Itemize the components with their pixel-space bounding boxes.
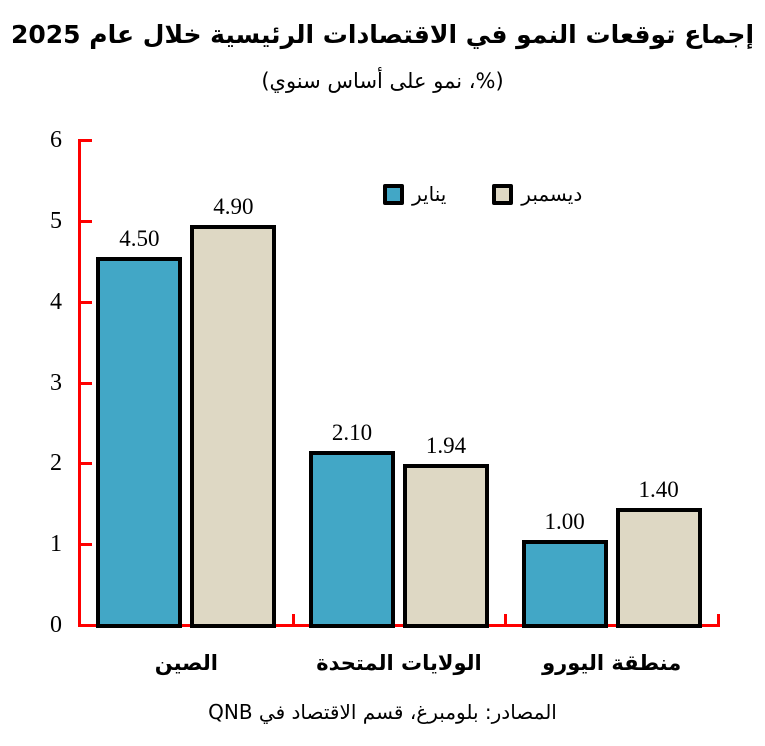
x-axis-end-tick — [717, 614, 720, 625]
chart-title: إجماع توقعات النمو في الاقتصادات الرئيسي… — [10, 20, 755, 49]
legend-label: يناير — [412, 182, 447, 206]
y-tick — [81, 381, 92, 385]
y-tick-label: 5 — [50, 207, 62, 234]
y-axis-line — [78, 139, 81, 627]
category-label: الصين — [154, 651, 218, 675]
bar-value-label: 4.90 — [213, 193, 254, 219]
legend-swatch-icon — [383, 183, 404, 205]
chart-subtitle: (%، نمو على أساس سنوي) — [261, 69, 504, 93]
category-label: الولايات المتحدة — [316, 651, 482, 675]
x-tick — [504, 614, 508, 625]
y-tick-label: 6 — [50, 127, 62, 153]
y-tick-label: 4 — [50, 288, 62, 315]
bar-december — [403, 464, 489, 628]
legend-label: ديسمبر — [521, 182, 583, 206]
bar-january — [309, 451, 395, 628]
bar-december — [615, 507, 702, 628]
bar-value-label: 2.10 — [331, 420, 373, 446]
category-label: منطقة اليورو — [542, 651, 682, 675]
y-tick — [81, 300, 92, 304]
y-tick — [81, 139, 92, 142]
y-tick — [81, 462, 92, 466]
x-axis-line — [78, 624, 720, 627]
y-tick-label: 0 — [50, 612, 62, 638]
y-tick-label: 2 — [50, 450, 62, 477]
bar-january — [96, 257, 183, 628]
y-tick-label: 3 — [50, 369, 62, 396]
y-tick — [81, 624, 92, 627]
source-note: المصادر: بلومبرغ، قسم الاقتصاد في QNB — [208, 700, 557, 724]
legend-item-december: ديسمبر — [492, 180, 582, 208]
bar-value-label: 1.00 — [544, 509, 585, 535]
y-tick — [81, 543, 92, 547]
bar-december — [190, 224, 277, 628]
bar-value-label: 1.40 — [638, 476, 679, 502]
legend-item-january: يناير — [383, 180, 446, 208]
legend-swatch-icon — [492, 183, 514, 205]
y-tick-label: 1 — [50, 531, 62, 558]
bar-value-label: 1.94 — [425, 433, 467, 459]
y-tick — [81, 219, 92, 223]
bar-january — [521, 540, 608, 628]
bar-value-label: 4.50 — [119, 226, 160, 252]
x-tick — [291, 614, 295, 625]
chart-legend: يناير ديسمبر — [383, 180, 582, 208]
